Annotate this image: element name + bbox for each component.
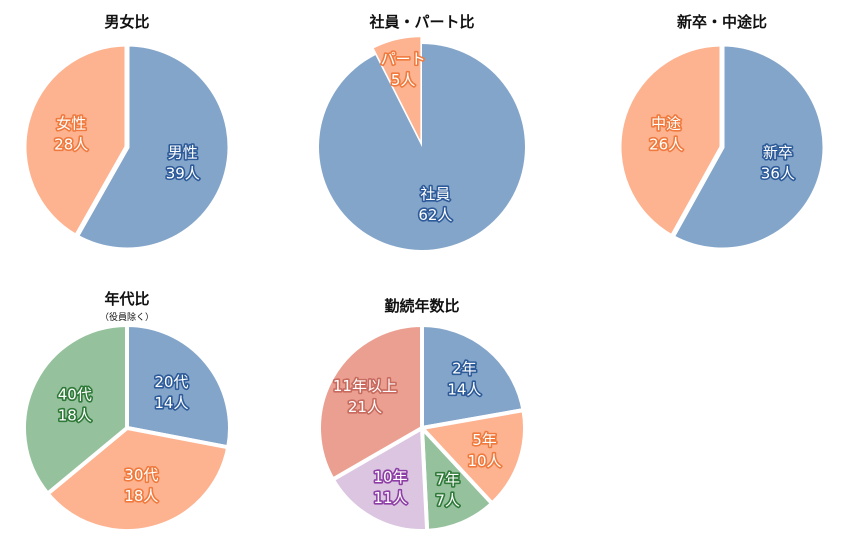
slice-value-label: 21人 xyxy=(348,398,382,416)
slice-value-label: 62人 xyxy=(418,206,452,224)
slice-category-label: 40代 xyxy=(58,385,92,403)
pie-slice-1 xyxy=(669,41,828,253)
slice-category-label: 11年以上 xyxy=(333,377,397,395)
pie-chart-tenure: 勤続年数比 2年 14人 5年 10人 7年 7人 10年 11人 11年以上 21人 xyxy=(317,297,527,533)
slice-category-label: 7年 xyxy=(435,471,460,489)
slice-category-label: 30代 xyxy=(124,466,158,484)
slice-value-label: 39人 xyxy=(166,165,200,183)
pie-slice-5 xyxy=(317,323,424,482)
slice-value-label: 26人 xyxy=(649,136,683,154)
slice-value-label: 14人 xyxy=(154,394,188,412)
slice-category-label: 社員 xyxy=(420,185,450,203)
slice-value-label: 10人 xyxy=(467,452,501,470)
chart-title: 勤続年数比 xyxy=(384,297,459,315)
slice-category-label: 20代 xyxy=(154,373,188,391)
slice-value-label: 36人 xyxy=(761,164,795,182)
slice-category-label: 5年 xyxy=(472,431,497,449)
pie-slice-1 xyxy=(420,323,526,430)
slice-category-label: 2年 xyxy=(452,360,477,378)
pie-slice-4 xyxy=(330,426,430,533)
pie-slice-1 xyxy=(125,323,232,450)
slice-value-label: 11人 xyxy=(373,489,407,507)
pie-slice-1 xyxy=(73,41,233,253)
pie-chart-employment-type: 社員・パート比 社員 62人 パート 5人 xyxy=(319,13,525,251)
pie-slice-2 xyxy=(21,41,130,240)
chart-title: 新卒・中途比 xyxy=(677,13,767,31)
slice-value-label: 14人 xyxy=(447,381,481,399)
chart-title: 社員・パート比 xyxy=(368,13,474,31)
pie-chart-hire-type: 新卒・中途比 新卒 36人 中途 26人 xyxy=(616,13,828,253)
slice-value-label: 7人 xyxy=(435,492,460,510)
slice-category-label: 中途 xyxy=(651,115,681,133)
pie-slice-3 xyxy=(22,323,129,496)
slice-category-label: パート xyxy=(381,50,426,68)
pie-chart-age-group: 年代比 （役員除く） 20代 14人 30代 18人 40代 18人 xyxy=(22,290,232,533)
chart-title: 男女比 xyxy=(104,13,149,31)
pie-slice-2 xyxy=(45,426,231,533)
pie-chart-gender: 男女比 男性 39人 女性 28人 xyxy=(21,13,233,253)
slice-category-label: 男性 xyxy=(168,144,198,162)
pie-slice-2 xyxy=(420,408,527,506)
pie-slice-2 xyxy=(616,41,725,240)
slice-category-label: 女性 xyxy=(56,114,86,132)
slice-category-label: 新卒 xyxy=(763,143,793,161)
pie-slice-1 xyxy=(319,44,525,251)
chart-title: 年代比 xyxy=(104,290,149,308)
slice-value-label: 18人 xyxy=(58,406,92,424)
pie-slice-2 xyxy=(373,37,421,141)
slice-category-label: 10年 xyxy=(373,468,407,486)
slice-value-label: 18人 xyxy=(124,487,158,505)
slice-value-label: 5人 xyxy=(391,71,416,89)
chart-subtitle: （役員除く） xyxy=(100,311,154,323)
slice-value-label: 28人 xyxy=(54,135,88,153)
